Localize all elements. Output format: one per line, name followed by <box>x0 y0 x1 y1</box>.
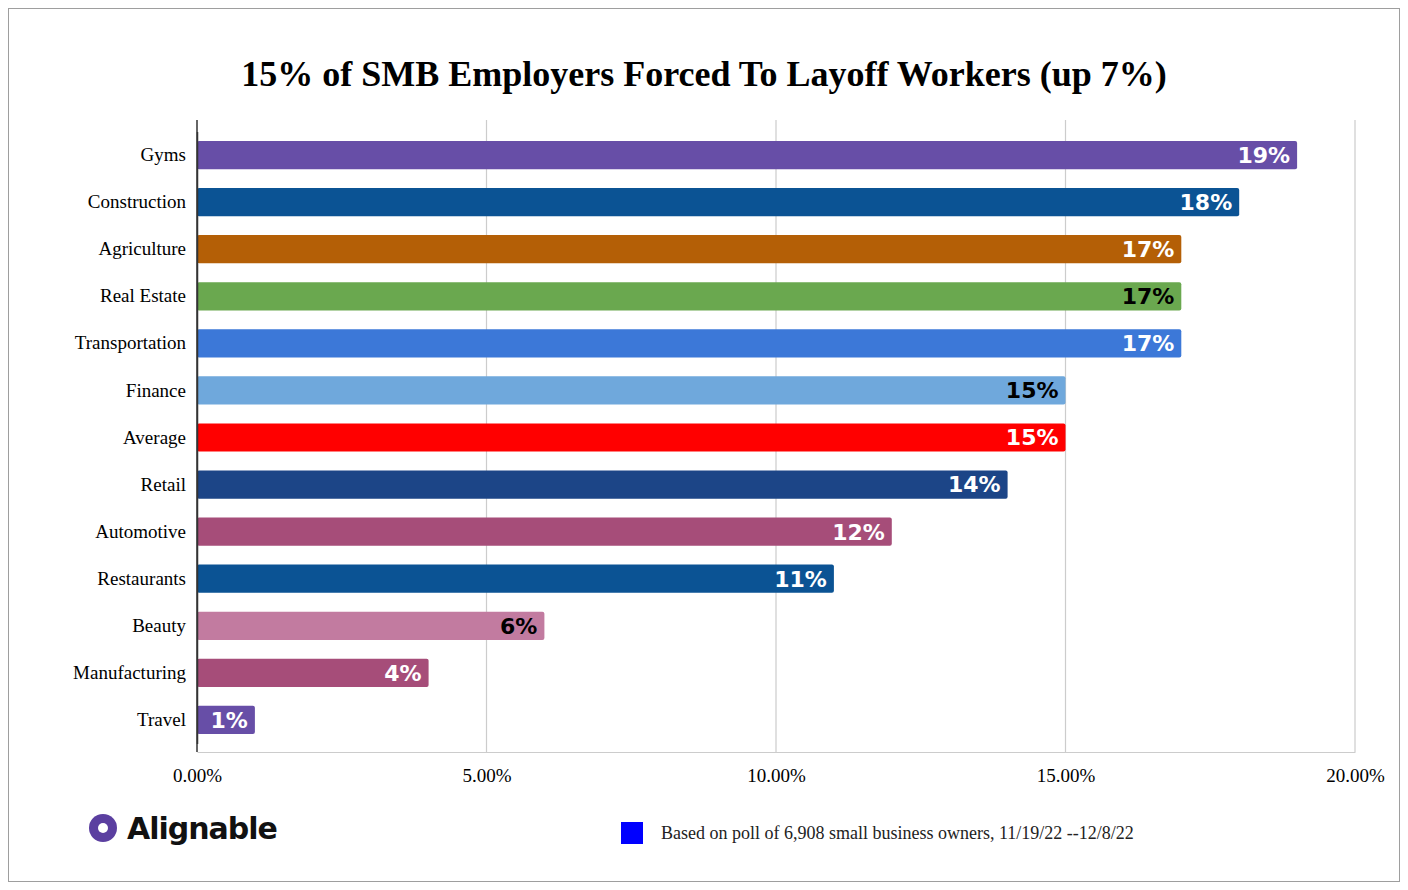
tick: Travel <box>137 709 197 730</box>
bar <box>197 518 892 546</box>
data-label: 18% <box>1180 190 1233 215</box>
bar <box>197 235 1181 263</box>
data-label: 15% <box>1006 425 1059 450</box>
tick: Gyms <box>141 144 197 165</box>
category-label: Retail <box>141 474 186 495</box>
title: 15% of SMB Employers Forced To Layoff Wo… <box>241 54 1167 94</box>
grid <box>197 120 1355 752</box>
category-label: Gyms <box>141 144 186 165</box>
tick-label: 10.00% <box>747 765 806 786</box>
tick: Transportation <box>75 332 197 353</box>
data-label: 12% <box>832 520 885 545</box>
bar <box>197 141 1297 169</box>
data-label: 15% <box>1006 378 1059 403</box>
bar <box>197 329 1181 357</box>
logo-icon <box>89 814 117 842</box>
bar <box>197 282 1181 310</box>
tick: 15.00% <box>1037 752 1096 786</box>
bar <box>197 706 255 734</box>
data-labels: 19%18%17%17%17%15%15%14%12%11%6%4%1% <box>211 143 1291 733</box>
bar <box>197 423 1066 451</box>
source-note: Based on poll of 6,908 small business ow… <box>661 823 1134 843</box>
bar <box>197 188 1239 216</box>
chart: 15% of SMB Employers Forced To Layoff Wo… <box>0 0 1408 890</box>
note-marker <box>621 822 643 844</box>
logo-icon <box>98 823 108 833</box>
logo: Alignable <box>89 811 277 846</box>
tick: Automotive <box>95 521 197 542</box>
tick: Real Estate <box>100 285 197 306</box>
category-label: Transportation <box>75 332 187 353</box>
bar <box>197 565 834 593</box>
category-label: Beauty <box>132 615 186 636</box>
tick-label: 0.00% <box>173 765 222 786</box>
category-axis: Gyms Construction Agriculture Real Estate Tr… <box>73 132 197 744</box>
bars <box>197 141 1297 734</box>
tick: 20.00% <box>1326 752 1385 786</box>
axis-line <box>198 752 1356 753</box>
tick: 10.00% <box>747 752 806 786</box>
data-label: 17% <box>1122 284 1175 309</box>
axis-baseline <box>196 120 198 752</box>
tick: Manufacturing <box>73 662 197 683</box>
bar <box>197 470 1008 498</box>
value-axis: 0.00% 5.00% 10.00% 15.00% 20.00% <box>173 752 1385 786</box>
tick: Construction <box>88 191 197 212</box>
category-label: Agriculture <box>98 238 186 259</box>
tick: Restaurants <box>97 568 197 589</box>
category-label: Finance <box>126 380 186 401</box>
tick: 0.00% <box>173 752 222 786</box>
data-label: 1% <box>211 708 248 733</box>
bar <box>197 612 544 640</box>
data-label: 6% <box>500 614 537 639</box>
category-label: Real Estate <box>100 285 186 306</box>
category-label: Average <box>123 427 186 448</box>
data-label: 19% <box>1237 143 1290 168</box>
data-label: 17% <box>1122 237 1175 262</box>
category-label: Automotive <box>95 521 186 542</box>
frame <box>9 9 1400 882</box>
tick: Finance <box>126 380 197 401</box>
category-label: Construction <box>88 191 187 212</box>
tick: Agriculture <box>98 238 197 259</box>
category-label: Travel <box>137 709 186 730</box>
data-label: 11% <box>774 567 827 592</box>
data-label: 4% <box>384 661 421 686</box>
category-label: Manufacturing <box>73 662 186 683</box>
tick-label: 20.00% <box>1326 765 1385 786</box>
logo-text: Alignable <box>127 811 277 846</box>
tick-label: 5.00% <box>462 765 511 786</box>
tick: 5.00% <box>462 752 511 786</box>
background <box>0 0 1408 890</box>
category-label: Restaurants <box>97 568 186 589</box>
data-label: 14% <box>948 472 1001 497</box>
data-label: 17% <box>1122 331 1175 356</box>
bar <box>197 659 429 687</box>
tick: Average <box>123 427 197 448</box>
axis-line <box>197 132 199 744</box>
tick: Retail <box>141 474 197 495</box>
tick: Beauty <box>132 615 197 636</box>
grid-line <box>1354 120 1355 752</box>
bar <box>197 376 1066 404</box>
tick-label: 15.00% <box>1037 765 1096 786</box>
